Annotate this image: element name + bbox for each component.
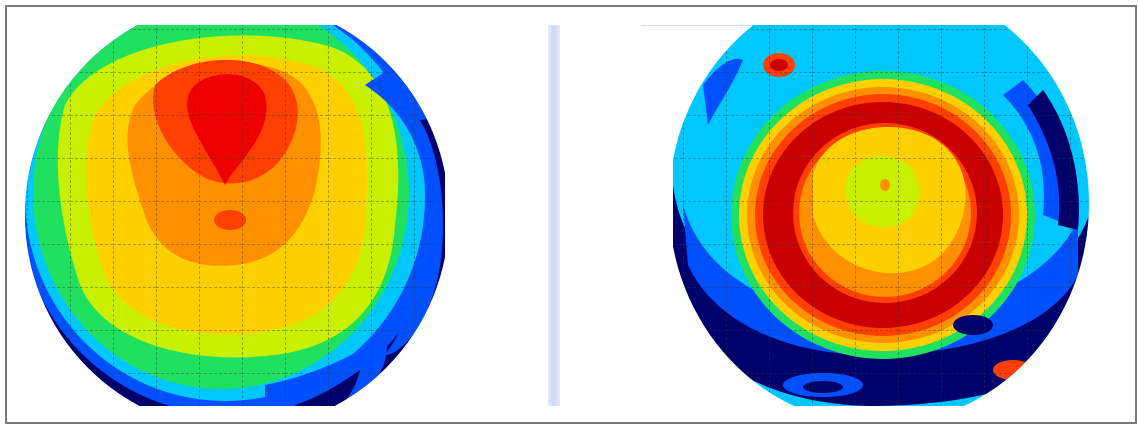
panel-divider <box>548 25 560 406</box>
top-rule <box>641 25 801 26</box>
left-contour-map <box>25 25 445 406</box>
image-frame <box>5 5 1137 424</box>
right-contour-map <box>673 25 1089 406</box>
